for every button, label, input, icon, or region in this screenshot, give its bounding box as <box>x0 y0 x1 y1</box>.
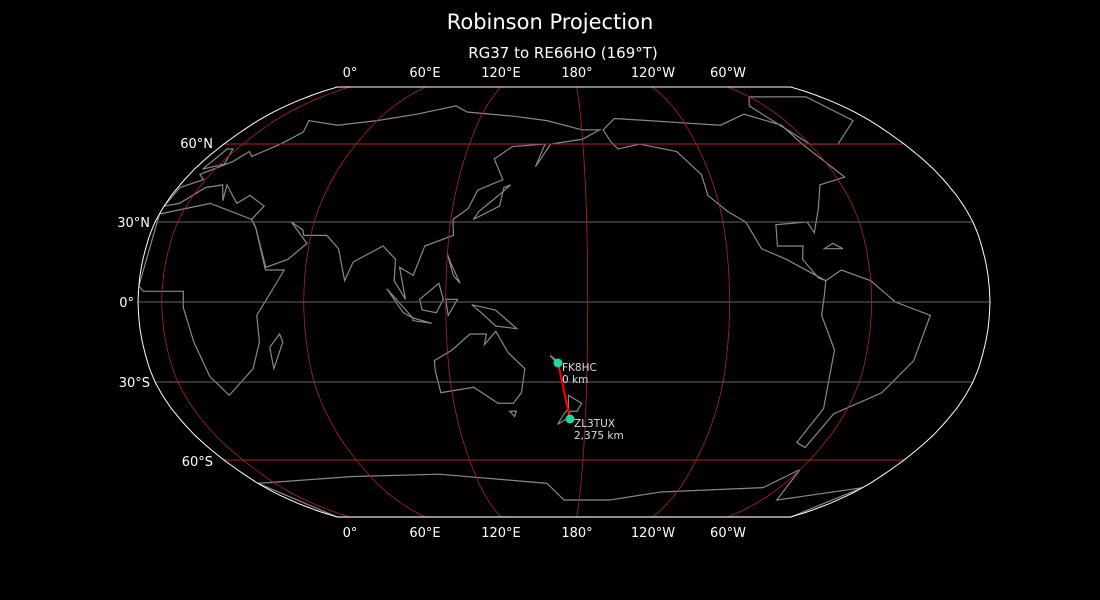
top-lon-label: 180° <box>561 66 592 81</box>
top-lon-label: 60°E <box>409 66 440 81</box>
meridian-line <box>161 86 350 518</box>
meridian-line <box>303 86 426 518</box>
station-call: ZL3TUX <box>574 418 615 430</box>
map-subtitle: RG37 to RE66HO (169°T) <box>468 44 658 62</box>
meridian-line <box>445 86 502 518</box>
lat-label: 30°S <box>119 376 150 391</box>
lat-label: 0° <box>119 296 134 311</box>
map-outline <box>137 86 991 518</box>
coastlines <box>138 96 932 518</box>
top-lon-label: 0° <box>343 66 358 81</box>
lat-label: 60°N <box>180 137 213 152</box>
graticule-labels: 0° 0° 60°E 60°E 120°E 120°E 180° 180° 120°W 120°W… <box>117 66 746 541</box>
coastline <box>472 184 512 220</box>
coastline <box>446 253 461 284</box>
top-lon-label: 120°W <box>631 66 675 81</box>
coastline <box>508 410 518 418</box>
great-circle-path <box>557 362 571 420</box>
coastline <box>202 148 235 170</box>
station-distance: 2,375 km <box>574 430 624 442</box>
coastline <box>412 317 433 324</box>
bottom-lon-label: 0° <box>343 526 358 541</box>
bottom-lon-label: 120°E <box>481 526 521 541</box>
coastline <box>433 330 526 404</box>
coastline <box>138 202 286 397</box>
station-distance: 0 km <box>562 374 588 386</box>
meridian-line <box>651 86 731 518</box>
bottom-lon-label: 60°W <box>710 526 746 541</box>
meridian-line <box>727 86 873 518</box>
station-marker[interactable] <box>553 358 563 368</box>
map-title: Robinson Projection <box>446 10 654 34</box>
bottom-lon-label: 120°W <box>631 526 675 541</box>
coastline <box>269 332 284 371</box>
top-lon-label: 120°E <box>481 66 521 81</box>
coastline <box>419 282 444 314</box>
coastline <box>471 304 519 330</box>
coastline <box>822 242 844 250</box>
station-call: FK8HC <box>562 362 597 374</box>
coastline <box>795 269 932 449</box>
coastline <box>257 468 863 518</box>
bottom-lon-label: 180° <box>561 526 592 541</box>
bottom-lon-label: 60°E <box>409 526 440 541</box>
lat-label: 30°N <box>117 216 150 231</box>
coastline <box>162 105 602 300</box>
top-lon-label: 60°W <box>710 66 746 81</box>
station-marker[interactable] <box>565 414 575 424</box>
lat-label: 60°S <box>182 455 213 470</box>
coastline <box>386 288 414 319</box>
meridian-line <box>576 86 589 518</box>
path-line <box>557 362 571 420</box>
coastline <box>444 298 459 318</box>
graticule <box>138 86 990 518</box>
coastline <box>602 113 846 282</box>
